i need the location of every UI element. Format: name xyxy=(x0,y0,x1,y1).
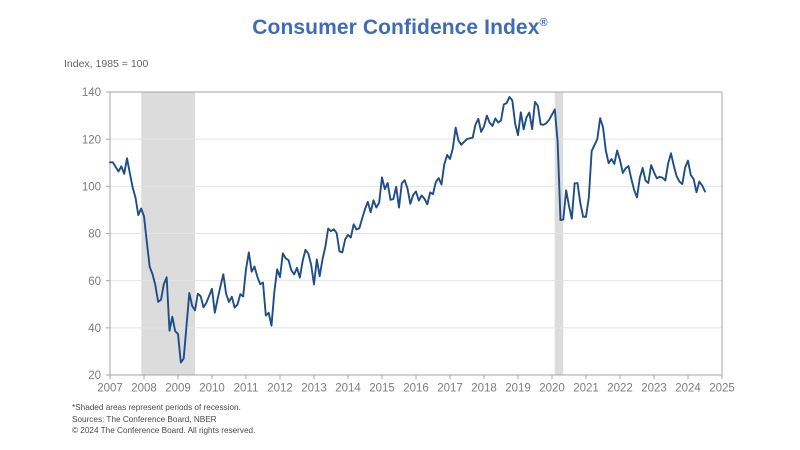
y-axis-note: Index, 1985 = 100 xyxy=(64,58,149,70)
x-axis-tick-label: 2019 xyxy=(505,383,531,395)
x-axis-tick-label: 2025 xyxy=(709,383,735,395)
x-axis-tick-label: 2007 xyxy=(97,383,123,395)
x-axis-tick-label: 2012 xyxy=(267,383,293,395)
axis-lines xyxy=(109,91,723,376)
footer-line-sources: Sources: The Conference Board, NBER xyxy=(72,414,217,424)
y-axis-tick-label: 140 xyxy=(82,87,101,99)
x-axis-ticks: 2007 2008 2009 2010 2011 2012 2013 2014 2015 2016… xyxy=(97,375,735,395)
gridlines xyxy=(110,91,722,329)
x-axis-tick-label: 2021 xyxy=(573,383,599,395)
footer-line-copyright: © 2024 The Conference Board. All rights … xyxy=(72,426,256,436)
x-axis-tick-label: 2013 xyxy=(301,383,327,395)
y-axis-tick-label: 20 xyxy=(88,370,101,382)
y-axis-tick-label: 100 xyxy=(82,182,101,194)
page-title-text: Consumer Confidence Index xyxy=(252,16,540,39)
x-axis-tick-label: 2022 xyxy=(607,383,633,395)
page-title: Consumer Confidence Index® xyxy=(0,16,800,40)
x-axis-tick-label: 2015 xyxy=(369,383,395,395)
x-axis-tick-label: 2011 xyxy=(234,383,259,395)
x-axis-tick-label: 2016 xyxy=(403,383,429,395)
data-series-line xyxy=(109,96,706,364)
x-axis-tick-label: 2023 xyxy=(641,383,667,395)
x-axis-tick-label: 2017 xyxy=(437,383,463,395)
x-axis-tick-label: 2014 xyxy=(335,383,361,395)
x-axis-tick-label: 2020 xyxy=(539,383,565,395)
x-axis-tick-label: 2024 xyxy=(675,383,701,395)
footer-notes: *Shaded areas represent periods of reces… xyxy=(72,402,255,437)
x-axis-tick-label: 2018 xyxy=(471,383,497,395)
y-axis-tick-label: 120 xyxy=(82,134,101,146)
footer-line-recession: *Shaded areas represent periods of reces… xyxy=(72,403,241,412)
registered-trademark-symbol: ® xyxy=(539,17,548,29)
y-axis-tick-label: 40 xyxy=(88,323,101,335)
y-axis-tick-label: 60 xyxy=(88,276,101,288)
x-axis-tick-label: 2009 xyxy=(165,383,191,395)
y-axis-tick-label: 80 xyxy=(88,229,101,241)
x-axis-tick-label: 2010 xyxy=(199,383,225,395)
x-axis-tick-label: 2008 xyxy=(131,383,157,395)
y-axis-ticks: 20 40 60 80 100 120 140 xyxy=(82,87,110,382)
